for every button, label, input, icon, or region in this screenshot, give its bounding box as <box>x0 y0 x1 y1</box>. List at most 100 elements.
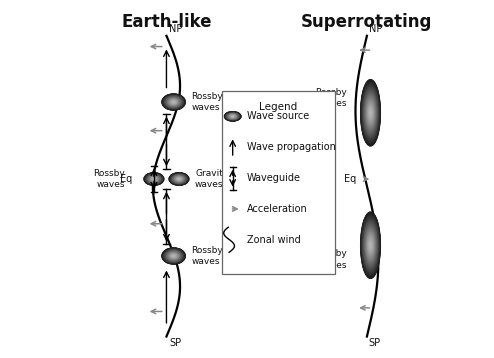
Ellipse shape <box>151 177 158 181</box>
Ellipse shape <box>175 177 182 181</box>
Ellipse shape <box>169 99 178 105</box>
Ellipse shape <box>370 111 371 115</box>
Ellipse shape <box>363 86 378 140</box>
Ellipse shape <box>229 114 237 118</box>
Ellipse shape <box>367 234 374 257</box>
Ellipse shape <box>232 116 234 117</box>
Ellipse shape <box>368 237 373 253</box>
Ellipse shape <box>365 226 376 265</box>
Ellipse shape <box>177 178 181 180</box>
Ellipse shape <box>227 113 239 120</box>
Ellipse shape <box>230 115 236 118</box>
Ellipse shape <box>170 100 177 104</box>
Ellipse shape <box>172 175 186 183</box>
Ellipse shape <box>170 100 177 105</box>
Ellipse shape <box>169 99 178 105</box>
Ellipse shape <box>366 229 375 261</box>
Ellipse shape <box>361 213 380 277</box>
Ellipse shape <box>146 174 163 184</box>
Ellipse shape <box>370 108 372 117</box>
Ellipse shape <box>174 176 184 182</box>
Ellipse shape <box>365 227 376 263</box>
Ellipse shape <box>368 102 373 124</box>
Ellipse shape <box>164 95 184 109</box>
FancyBboxPatch shape <box>222 91 335 274</box>
Ellipse shape <box>172 174 186 184</box>
Text: Earth-like: Earth-like <box>121 13 212 30</box>
Ellipse shape <box>171 174 187 184</box>
Ellipse shape <box>175 176 183 182</box>
Text: Rossby
waves: Rossby waves <box>93 169 125 189</box>
Ellipse shape <box>365 92 376 134</box>
Ellipse shape <box>171 174 186 184</box>
Ellipse shape <box>226 113 239 120</box>
Ellipse shape <box>366 228 375 263</box>
Ellipse shape <box>361 81 380 144</box>
Ellipse shape <box>232 116 234 117</box>
Ellipse shape <box>369 105 373 120</box>
Ellipse shape <box>363 219 378 271</box>
Ellipse shape <box>366 229 375 262</box>
Ellipse shape <box>152 178 156 180</box>
Ellipse shape <box>362 214 379 276</box>
Ellipse shape <box>362 217 379 274</box>
Ellipse shape <box>362 82 379 144</box>
Ellipse shape <box>169 253 178 259</box>
Ellipse shape <box>363 86 378 139</box>
Ellipse shape <box>148 175 160 183</box>
Text: NP: NP <box>369 24 382 34</box>
Ellipse shape <box>230 115 235 118</box>
Ellipse shape <box>175 176 183 182</box>
Ellipse shape <box>162 94 185 110</box>
Ellipse shape <box>175 176 183 182</box>
Ellipse shape <box>365 95 376 131</box>
Ellipse shape <box>173 175 185 183</box>
Ellipse shape <box>170 173 188 185</box>
Text: Rossby
waves: Rossby waves <box>192 92 223 112</box>
Ellipse shape <box>363 88 378 137</box>
Ellipse shape <box>368 234 373 256</box>
Ellipse shape <box>368 236 373 254</box>
Ellipse shape <box>361 81 380 145</box>
Text: Rossby
waves: Rossby waves <box>316 250 347 270</box>
Ellipse shape <box>145 174 163 184</box>
Ellipse shape <box>172 175 186 183</box>
Ellipse shape <box>230 115 236 118</box>
Ellipse shape <box>145 173 164 185</box>
Ellipse shape <box>145 173 163 185</box>
Ellipse shape <box>167 98 180 106</box>
Ellipse shape <box>171 100 176 104</box>
Ellipse shape <box>172 101 175 103</box>
Ellipse shape <box>170 174 187 184</box>
Ellipse shape <box>368 103 373 123</box>
Ellipse shape <box>146 174 162 184</box>
Ellipse shape <box>174 176 184 182</box>
Ellipse shape <box>172 255 175 257</box>
Ellipse shape <box>362 84 379 141</box>
Ellipse shape <box>164 249 183 263</box>
Ellipse shape <box>149 176 159 182</box>
Text: Eq: Eq <box>344 174 356 184</box>
Text: Waveguide: Waveguide <box>247 173 301 183</box>
Ellipse shape <box>166 97 181 107</box>
Ellipse shape <box>167 252 180 260</box>
Ellipse shape <box>369 108 372 118</box>
Ellipse shape <box>145 173 163 185</box>
Ellipse shape <box>165 250 182 262</box>
Ellipse shape <box>174 176 184 182</box>
Ellipse shape <box>171 254 176 258</box>
Ellipse shape <box>370 241 372 250</box>
Ellipse shape <box>151 177 157 181</box>
Ellipse shape <box>231 115 234 117</box>
Ellipse shape <box>229 114 236 118</box>
Ellipse shape <box>170 254 177 258</box>
Ellipse shape <box>231 115 235 117</box>
Ellipse shape <box>367 232 374 258</box>
Ellipse shape <box>150 176 159 182</box>
Ellipse shape <box>150 176 158 182</box>
Ellipse shape <box>231 115 235 117</box>
Ellipse shape <box>362 216 379 274</box>
Ellipse shape <box>171 254 176 258</box>
Ellipse shape <box>146 174 162 184</box>
Ellipse shape <box>171 101 176 103</box>
